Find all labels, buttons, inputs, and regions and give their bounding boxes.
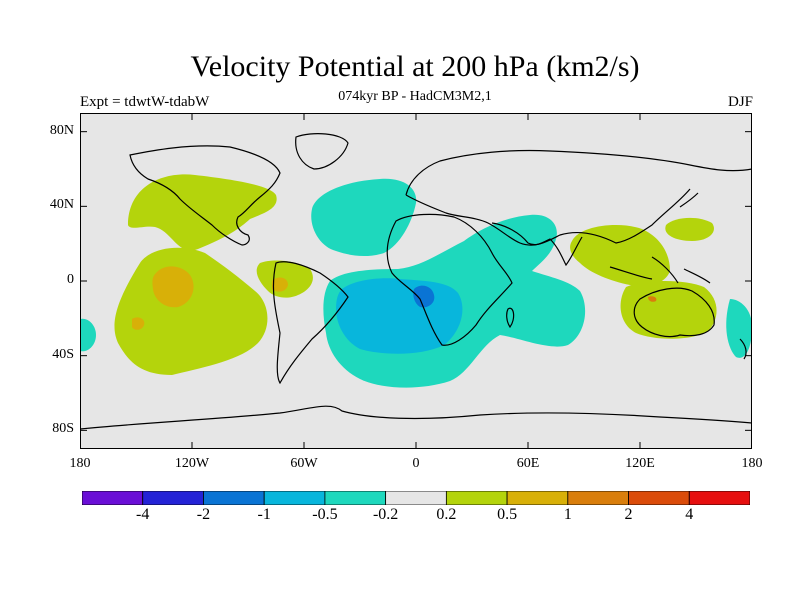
coast-arabia-india xyxy=(491,222,583,267)
colorbar-segment xyxy=(628,491,690,505)
contour-strong-negative-central-africa xyxy=(413,285,435,308)
coastlines xyxy=(80,133,752,430)
colorbar-segment xyxy=(445,491,508,505)
colorbar-label: 4 xyxy=(685,506,694,523)
colorbar-segment xyxy=(82,491,144,505)
contour-positive-north-pacific xyxy=(128,174,277,251)
contour-strong-positive-maritime xyxy=(648,296,657,302)
x-tick-label: 0 xyxy=(412,456,420,471)
coast-indonesia xyxy=(609,256,711,284)
coast-antarctica xyxy=(80,405,752,430)
colorbar xyxy=(82,491,750,505)
x-tick-label: 60E xyxy=(516,456,540,471)
coast-japan xyxy=(679,192,699,208)
x-tick-label: 180 xyxy=(741,456,763,471)
y-tick-label: 40S xyxy=(52,346,74,362)
colorbar-segment xyxy=(263,491,326,505)
experiment-label: Expt = tdwtW-tdabW xyxy=(80,94,210,110)
colorbar-label: -4 xyxy=(136,506,150,523)
coast-australia xyxy=(633,287,715,338)
coast-south-america xyxy=(272,261,349,385)
colorbar-segment xyxy=(567,491,629,505)
contour-positive-southeast-asia xyxy=(570,225,670,287)
x-tick-label: 120W xyxy=(174,456,210,471)
colorbar-segment xyxy=(385,491,447,505)
contour-strong-positive-pacific-small xyxy=(132,317,145,330)
colorbar-segment xyxy=(203,491,265,505)
contour-negative-east-pacific xyxy=(80,318,96,352)
colorbar-segment xyxy=(506,491,569,505)
colorbar-label: -1 xyxy=(257,506,271,523)
contour-medium-negative-atlantic xyxy=(336,278,463,354)
colorbar-segment xyxy=(688,491,750,505)
colorbar-label: -0.5 xyxy=(312,506,338,523)
contour-positive-west-pacific xyxy=(665,217,714,241)
y-tick-label: 80N xyxy=(49,122,74,138)
chart-title: Velocity Potential at 200 hPa (km2/s) xyxy=(190,50,640,83)
colorbar-label: 0.2 xyxy=(436,506,457,523)
contour-negative-australia-east xyxy=(726,299,752,358)
coast-africa xyxy=(386,213,513,346)
chart-subtitle: 074kyr BP - HadCM3M2,1 xyxy=(338,89,492,104)
x-tick-label: 180 xyxy=(69,456,91,471)
colorbar-segment xyxy=(324,491,387,505)
contour-positive-australia xyxy=(620,281,717,339)
x-tick-label: 120E xyxy=(625,456,655,471)
colorbar-label: 0.5 xyxy=(497,506,518,523)
coast-north-america xyxy=(129,145,281,246)
y-tick-label: 40N xyxy=(49,197,74,213)
colorbar-label: -2 xyxy=(196,506,211,523)
coast-madagascar xyxy=(506,307,515,329)
colorbar-segment xyxy=(142,491,204,505)
y-tick-label: 80S xyxy=(52,421,74,437)
contour-strong-positive-andes xyxy=(272,277,288,292)
x-tick-label: 60W xyxy=(290,456,318,471)
coast-new-zealand xyxy=(739,338,747,360)
contour-strong-positive-pacific xyxy=(152,266,194,308)
season-label: DJF xyxy=(727,94,753,110)
x-axis-ticks xyxy=(80,113,752,449)
colorbar-label: 2 xyxy=(624,506,633,523)
colorbar-label: 1 xyxy=(563,506,572,523)
y-axis-ticks xyxy=(80,131,752,431)
velocity-potential-map xyxy=(80,113,752,449)
y-tick-label: 0 xyxy=(67,272,74,287)
coast-greenland xyxy=(295,133,349,170)
colorbar-label: -0.2 xyxy=(372,506,399,523)
